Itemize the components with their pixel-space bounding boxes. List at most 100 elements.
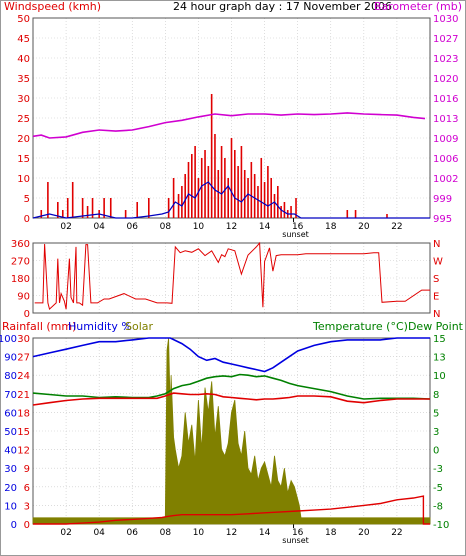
direction-y-tick: 90 — [17, 292, 30, 303]
temperature-y-tick: 15 — [433, 334, 446, 345]
chart-layer: 5045403530252015105010301027102310201016… — [0, 14, 458, 545]
sunset-label: sunset — [282, 536, 309, 545]
baro-y-tick: 1016 — [433, 94, 458, 105]
dewpoint-line — [32, 392, 430, 406]
x-tick-label: 06 — [127, 528, 139, 538]
baro-y-tick: 1009 — [433, 134, 458, 145]
rainfall-line — [33, 495, 430, 525]
baro-y-tick: 1002 — [433, 174, 458, 185]
direction-y-tick: 180 — [11, 274, 30, 285]
humidity-axis-label: Humidity % — [68, 320, 132, 333]
x-tick-label: 18 — [325, 222, 337, 232]
humidity-y-tick: 30 — [4, 464, 17, 475]
baro-y-tick: 1006 — [433, 154, 458, 165]
temperature-line — [32, 373, 431, 400]
wind-y-tick: 0 — [24, 214, 30, 225]
wind-y-tick: 40 — [17, 54, 30, 65]
x-tick-label: 10 — [193, 528, 205, 538]
x-tick-label: 12 — [226, 222, 237, 232]
humidity-y-tick: 50 — [4, 427, 17, 438]
temperature-axis-label: Temperature (°C) — [312, 320, 408, 333]
x-tick-label: 18 — [325, 528, 337, 538]
rainfall-y-tick: 27 — [17, 353, 30, 364]
rainfall-y-tick: 30 — [17, 334, 30, 345]
x-tick-label: 02 — [60, 528, 71, 538]
x-tick-label: 06 — [127, 222, 139, 232]
gust-line — [32, 181, 430, 219]
x-tick-label: 02 — [60, 222, 71, 232]
rainfall-y-tick: 3 — [24, 501, 30, 512]
baro-y-tick: 1027 — [433, 34, 458, 45]
x-tick-label: 04 — [93, 528, 105, 538]
x-tick-label: 22 — [391, 528, 402, 538]
wind-y-tick: 50 — [17, 14, 30, 25]
temperature-y-tick: -5 — [433, 483, 443, 494]
wind-y-tick: 5 — [24, 194, 30, 205]
wind-y-tick: 30 — [17, 94, 30, 105]
x-tick-label: 12 — [226, 528, 237, 538]
rainfall-y-tick: 6 — [24, 483, 30, 494]
chart-title: 24 hour graph day : 17 November 2006 — [173, 0, 392, 13]
rainfall-y-tick: 15 — [17, 427, 30, 438]
wind-y-tick: 25 — [17, 114, 30, 125]
humidity-y-tick: 60 — [4, 408, 17, 419]
windspeed-axis-label: Windspeed (kmh) — [4, 0, 101, 13]
x-tick-label: 22 — [391, 222, 402, 232]
x-tick-label: 14 — [259, 222, 271, 232]
humidity-y-tick: 40 — [4, 446, 17, 457]
temperature-y-tick: 10 — [433, 371, 446, 382]
baro-y-tick: 995 — [433, 214, 452, 225]
temperature-y-tick: -3 — [433, 464, 443, 475]
x-tick-label: 14 — [259, 528, 271, 538]
baro-y-tick: 1013 — [433, 114, 458, 125]
compass-y-tick: E — [433, 292, 439, 303]
rainfall-y-tick: 12 — [17, 446, 30, 457]
temperature-y-tick: 0 — [433, 446, 439, 457]
rainfall-y-tick: 24 — [17, 371, 30, 382]
wind-y-tick: 45 — [17, 34, 30, 45]
humidity-y-tick: 70 — [4, 390, 17, 401]
x-tick-label: 08 — [160, 222, 172, 232]
panel-2-frame — [32, 242, 431, 314]
x-tick-label: 16 — [292, 222, 304, 232]
temperature-y-tick: -10 — [433, 520, 449, 531]
humidity-y-tick: 10 — [4, 501, 17, 512]
x-tick-label: 10 — [193, 222, 205, 232]
compass-y-tick: S — [433, 274, 439, 285]
humidity-y-tick: 90 — [4, 353, 17, 364]
baro-y-tick: 1030 — [433, 14, 458, 25]
direction-y-tick: 270 — [11, 257, 30, 268]
rainfall-y-tick: 9 — [24, 464, 30, 475]
x-tick-label: 08 — [160, 528, 172, 538]
wind-y-tick: 35 — [17, 74, 30, 85]
x-tick-label: 20 — [358, 528, 370, 538]
barometer-axis-label: Barometer (mb) — [374, 0, 462, 13]
compass-y-tick: W — [433, 257, 443, 268]
temperature-y-tick: 3 — [433, 427, 439, 438]
solar-area — [32, 337, 431, 525]
temperature-y-tick: 5 — [433, 408, 439, 419]
rainfall-y-tick: 0 — [24, 520, 30, 531]
x-tick-label: 04 — [93, 222, 105, 232]
wind-y-tick: 15 — [17, 154, 30, 165]
humidity-y-tick: 0 — [11, 520, 17, 531]
temperature-y-tick: -8 — [433, 501, 443, 512]
barometer-line — [32, 112, 426, 139]
rainfall-axis-label: Rainfall (mm) — [2, 320, 76, 333]
compass-y-tick: N — [433, 239, 440, 250]
wind-y-tick: 10 — [17, 174, 30, 185]
dewpoint-axis-label: Dew Point — [408, 320, 464, 333]
humidity-y-tick: 100 — [0, 334, 17, 345]
humidity-y-tick: 20 — [4, 483, 17, 494]
temperature-y-tick: 8 — [433, 390, 439, 401]
rainfall-y-tick: 21 — [17, 390, 30, 401]
x-tick-label: 16 — [292, 528, 304, 538]
x-tick-label: 20 — [358, 222, 370, 232]
temperature-y-tick: 13 — [433, 353, 446, 364]
baro-y-tick: 1023 — [433, 54, 458, 65]
humidity-line — [32, 337, 430, 373]
rainfall-y-tick: 18 — [17, 408, 30, 419]
direction-y-tick: 360 — [11, 239, 30, 250]
